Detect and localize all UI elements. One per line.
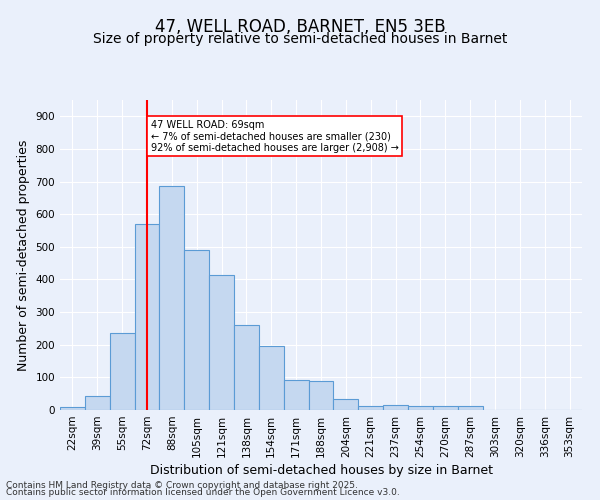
Bar	[308, 380, 334, 410]
Text: Contains HM Land Registry data © Crown copyright and database right 2025.: Contains HM Land Registry data © Crown c…	[6, 480, 358, 490]
Text: 47 WELL ROAD: 69sqm
← 7% of semi-detached houses are smaller (230)
92% of semi-d: 47 WELL ROAD: 69sqm ← 7% of semi-detache…	[151, 120, 398, 153]
Bar	[234, 325, 259, 410]
Bar	[134, 224, 160, 410]
Bar	[184, 250, 209, 410]
Bar	[408, 406, 433, 410]
Text: Size of property relative to semi-detached houses in Barnet: Size of property relative to semi-detach…	[93, 32, 507, 46]
X-axis label: Distribution of semi-detached houses by size in Barnet: Distribution of semi-detached houses by …	[149, 464, 493, 477]
Bar	[358, 406, 383, 410]
Bar	[383, 405, 408, 410]
Bar	[284, 380, 308, 410]
Bar	[433, 406, 458, 410]
Bar	[259, 346, 284, 410]
Y-axis label: Number of semi-detached properties: Number of semi-detached properties	[17, 140, 30, 370]
Bar	[458, 406, 482, 410]
Bar	[60, 408, 85, 410]
Text: Contains public sector information licensed under the Open Government Licence v3: Contains public sector information licen…	[6, 488, 400, 497]
Bar	[334, 398, 358, 410]
Bar	[85, 396, 110, 410]
Bar	[110, 334, 134, 410]
Text: 47, WELL ROAD, BARNET, EN5 3EB: 47, WELL ROAD, BARNET, EN5 3EB	[155, 18, 445, 36]
Bar	[160, 186, 184, 410]
Bar	[209, 274, 234, 410]
